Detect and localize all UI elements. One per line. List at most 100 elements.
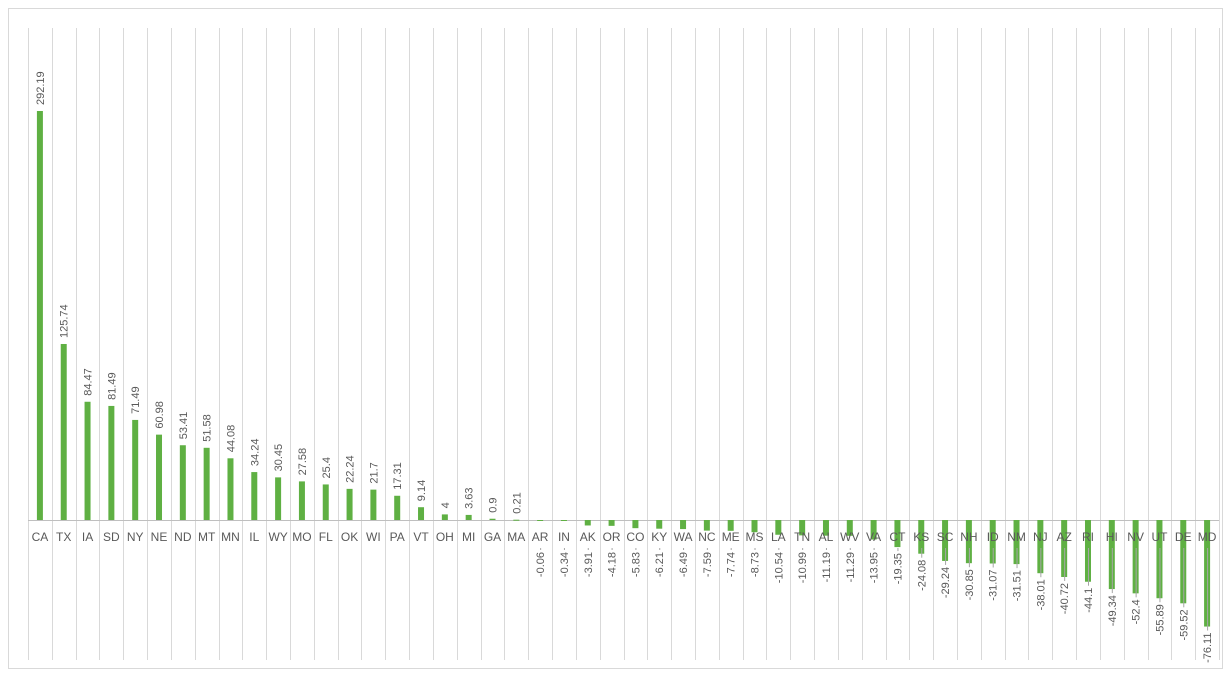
category-label: OR	[603, 530, 621, 544]
category-label: OH	[436, 530, 454, 544]
category-label: KS	[913, 530, 929, 544]
bar-wy	[275, 477, 282, 520]
bar-ok	[346, 488, 353, 520]
data-label: 4	[440, 502, 452, 508]
bar-ca	[36, 111, 43, 520]
data-label: -76.11	[1202, 633, 1214, 663]
data-label: -44.1	[1083, 588, 1095, 613]
category-label: RI	[1082, 530, 1094, 544]
bar-nh	[965, 520, 972, 564]
bar-ar	[537, 520, 544, 521]
category-label: FL	[319, 530, 333, 544]
bar-sd	[108, 405, 115, 520]
data-label: 60.98	[154, 401, 166, 429]
bar-la	[775, 520, 782, 535]
data-label: 21.7	[368, 462, 380, 483]
category-label: LA	[771, 530, 786, 544]
category-label: WV	[840, 530, 859, 544]
data-label: -31.07	[988, 569, 1000, 600]
bar-ms	[751, 520, 758, 533]
category-label: CO	[626, 530, 644, 544]
bar-ia	[84, 401, 91, 520]
bar-in	[560, 520, 567, 521]
data-label: 44.08	[225, 425, 237, 453]
category-label: AZ	[1056, 530, 1071, 544]
data-label: -11.29	[845, 552, 857, 582]
category-label: VT	[413, 530, 429, 544]
data-label: -52.4	[1131, 599, 1143, 624]
data-label: 30.45	[273, 444, 285, 472]
category-label: MA	[507, 530, 525, 544]
category-label: MN	[221, 530, 240, 544]
category-label: WA	[674, 530, 693, 544]
data-label: -7.74	[726, 552, 738, 577]
data-label: -24.08	[916, 560, 928, 591]
category-label: MD	[1198, 530, 1217, 544]
data-label: -59.52	[1178, 609, 1190, 640]
data-label: -38.01	[1035, 579, 1047, 610]
category-label: IL	[249, 530, 259, 544]
data-label: 34.24	[249, 439, 261, 467]
category-label: WI	[366, 530, 381, 544]
data-label: 17.31	[392, 462, 404, 490]
bar-pa	[394, 495, 401, 520]
data-label: -49.34	[1107, 595, 1119, 626]
category-label: VA	[866, 530, 881, 544]
data-label: 71.49	[130, 386, 142, 414]
data-label: -0.34	[559, 552, 571, 577]
data-label: 292.19	[35, 71, 47, 105]
bar-ks	[918, 520, 925, 554]
bar-mo	[298, 481, 305, 520]
category-label: SC	[937, 530, 954, 544]
category-label: ME	[722, 530, 740, 544]
bar-nd	[179, 445, 186, 520]
bar-wi	[370, 489, 377, 520]
bar-ma	[513, 519, 520, 521]
grid-lines	[28, 28, 1220, 660]
category-label: IN	[558, 530, 570, 544]
category-label: MS	[746, 530, 764, 544]
category-label: ND	[174, 530, 192, 544]
data-label: 9.14	[416, 480, 428, 501]
category-label: SD	[103, 530, 120, 544]
data-label: -30.85	[964, 569, 976, 600]
bar-mt	[203, 447, 210, 520]
category-label: DE	[1175, 530, 1192, 544]
data-label: -10.99	[797, 552, 809, 583]
category-label: TX	[56, 530, 71, 544]
data-label: -40.72	[1059, 583, 1071, 614]
category-label: NJ	[1033, 530, 1048, 544]
category-label: NM	[1007, 530, 1026, 544]
category-label: KY	[651, 530, 667, 544]
bar-tn	[799, 520, 806, 536]
category-label: IA	[82, 530, 93, 544]
bar-nc	[703, 520, 710, 531]
category-label: TN	[794, 530, 810, 544]
bar-ne	[156, 434, 163, 520]
category-label: NH	[960, 530, 977, 544]
data-label: -19.35	[892, 553, 904, 584]
data-label: 84.47	[83, 368, 95, 396]
bar-mi	[465, 514, 472, 520]
bar-ga	[489, 518, 496, 520]
data-label: 27.58	[297, 448, 309, 476]
bar-vt	[418, 507, 425, 520]
data-label: -6.21	[654, 552, 666, 577]
data-label: -6.49	[678, 552, 690, 577]
category-label: CA	[32, 530, 49, 544]
data-label: -10.54	[773, 552, 785, 583]
bar-mn	[227, 458, 234, 520]
category-label: AK	[580, 530, 596, 544]
data-label: 51.58	[202, 414, 214, 442]
bar-wa	[680, 520, 687, 530]
data-label: -13.95	[869, 552, 881, 583]
bar-va	[870, 520, 877, 540]
bars	[36, 111, 1211, 627]
data-label: 53.41	[178, 412, 190, 440]
chart-frame	[8, 8, 1223, 669]
bar-tx	[60, 343, 67, 520]
category-label: NE	[151, 530, 168, 544]
bar-co	[632, 520, 639, 529]
bar-ak	[584, 520, 591, 526]
